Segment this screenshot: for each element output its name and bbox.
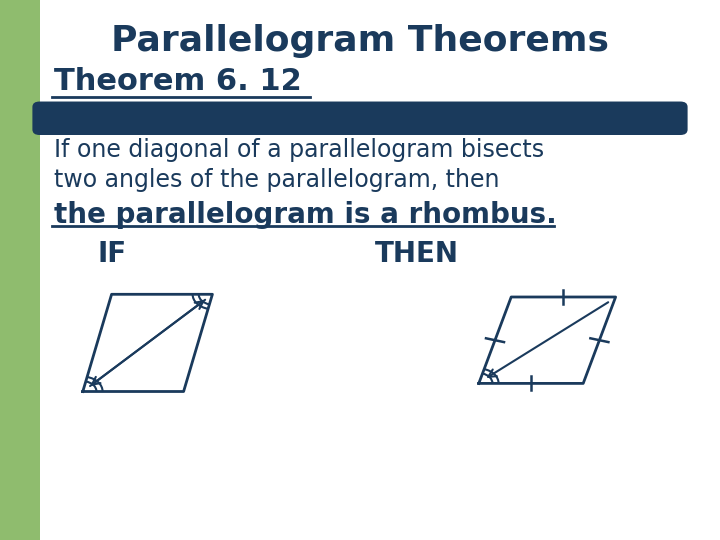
Text: If one diagonal of a parallelogram bisects: If one diagonal of a parallelogram bisec…: [54, 138, 544, 161]
Bar: [0, 0, 40, 540]
Text: Theorem 6. 12: Theorem 6. 12: [54, 68, 302, 97]
Text: two angles of the parallelogram, then: two angles of the parallelogram, then: [54, 168, 500, 192]
Text: the parallelogram is a rhombus.: the parallelogram is a rhombus.: [54, 201, 557, 229]
Text: THEN: THEN: [374, 240, 459, 268]
FancyBboxPatch shape: [32, 102, 688, 135]
Text: Parallelogram Theorems: Parallelogram Theorems: [111, 24, 609, 58]
Text: IF: IF: [97, 240, 126, 268]
